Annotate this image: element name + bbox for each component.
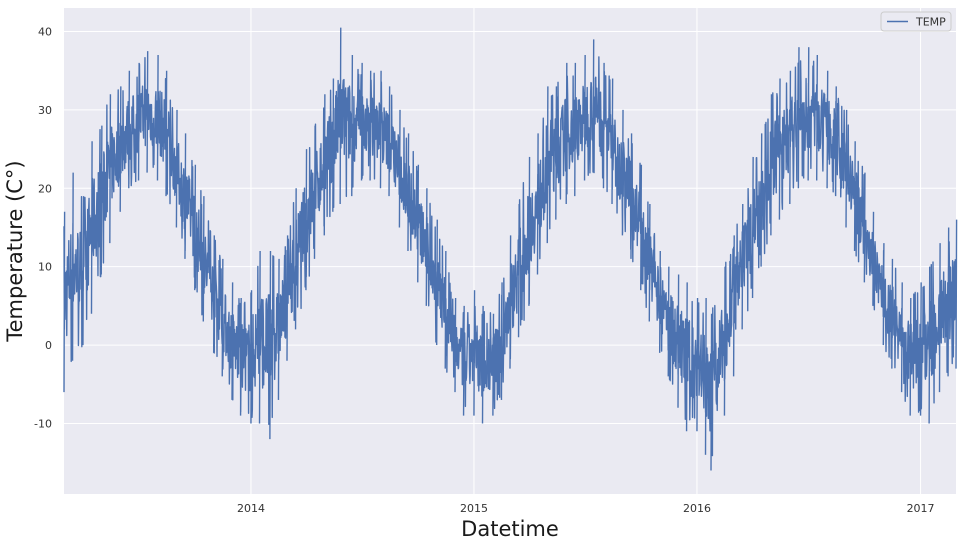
x-axis-ticks: 2014 2015 2016 2017 — [237, 502, 935, 515]
y-axis-ticks: -10 0 10 20 30 40 — [34, 26, 52, 431]
y-tick-label: 0 — [45, 339, 52, 352]
legend: TEMP — [880, 11, 952, 32]
x-tick-label: 2014 — [237, 502, 265, 515]
y-tick-label: 40 — [38, 26, 52, 39]
x-tick-label: 2015 — [460, 502, 488, 515]
y-tick-label: -10 — [34, 417, 52, 430]
legend-box — [880, 11, 952, 32]
y-axis-title: Temperature (C°) — [3, 160, 27, 342]
series-line-temp — [63, 27, 958, 471]
series-layer — [63, 27, 958, 471]
x-tick-label: 2017 — [907, 502, 935, 515]
y-tick-label: 30 — [38, 104, 52, 117]
y-tick-label: 20 — [38, 182, 52, 195]
legend-label: TEMP — [915, 16, 946, 29]
x-tick-label: 2016 — [683, 502, 711, 515]
x-axis-title: Datetime — [461, 517, 559, 541]
y-tick-label: 10 — [38, 261, 52, 274]
